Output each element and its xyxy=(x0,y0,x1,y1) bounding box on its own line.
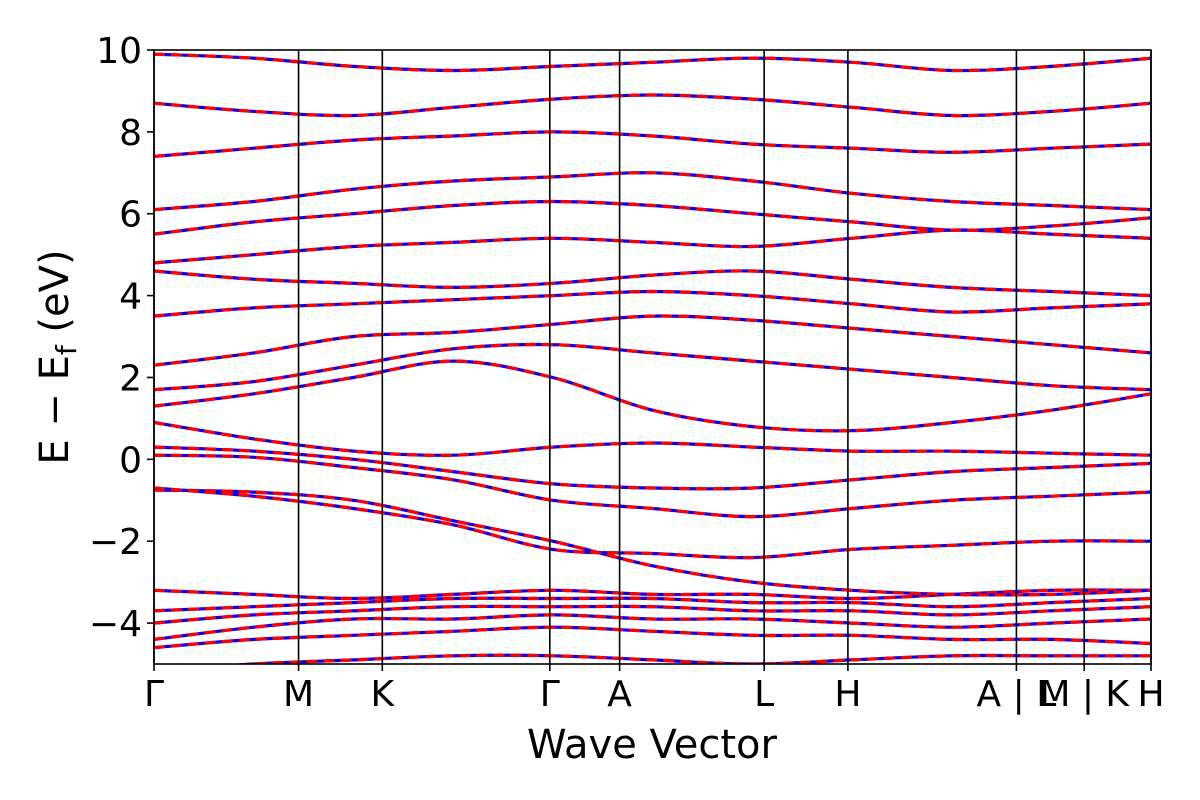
kpoint-dividers xyxy=(153,50,1152,664)
x-tick-label: K xyxy=(371,674,396,715)
band-line-overlay xyxy=(230,653,1151,664)
x-tick-label: H xyxy=(834,674,861,715)
band-line-overlay xyxy=(154,604,1151,625)
band-line-overlay xyxy=(154,453,1151,519)
band-line-overlay xyxy=(154,314,1151,367)
band-line-overlay xyxy=(154,130,1151,158)
band-line-overlay xyxy=(154,596,1151,613)
band-line-overlay xyxy=(154,486,1151,560)
band-line-overlay xyxy=(154,269,1151,298)
y-tick-label: −4 xyxy=(89,604,142,645)
bands-group xyxy=(154,52,1151,664)
x-tick-label: H xyxy=(1137,674,1164,715)
band-line-overlay xyxy=(154,445,1151,491)
y-tick-label: 4 xyxy=(119,277,142,318)
band-line-overlay xyxy=(154,342,1151,392)
band-line-overlay xyxy=(154,93,1151,118)
band-line-overlay xyxy=(154,359,1151,433)
x-tick-label: Γ xyxy=(540,674,560,715)
x-tick-label: M xyxy=(283,674,314,715)
band-line-overlay xyxy=(154,613,1151,641)
y-axis-label-subscript: f xyxy=(50,344,83,355)
y-tick-label: 10 xyxy=(96,31,142,72)
band-line-overlay xyxy=(154,488,1151,597)
band-line-overlay xyxy=(154,199,1151,236)
y-tick-label: −2 xyxy=(89,522,142,563)
y-axis-label-main: E − E xyxy=(32,355,78,465)
y-axis-ticks: 10 8 6 4 2 0 −2 −4 xyxy=(89,31,154,645)
x-tick-label: L xyxy=(754,674,774,715)
y-tick-label: 0 xyxy=(119,440,142,481)
band-line-overlay xyxy=(154,171,1151,212)
y-axis-label: E − Ef (eV) xyxy=(32,249,83,464)
band-line-overlay xyxy=(154,52,1151,73)
y-tick-label: 6 xyxy=(119,195,142,236)
x-tick-label: M | K xyxy=(1039,674,1130,715)
x-tick-label: A xyxy=(607,674,632,715)
y-tick-label: 8 xyxy=(119,113,142,154)
x-tick-label: A | L xyxy=(977,674,1057,715)
x-axis-label: Wave Vector xyxy=(527,722,778,768)
y-tick-label: 2 xyxy=(119,358,142,399)
band-line-overlay xyxy=(154,588,1151,601)
band-line-overlay xyxy=(154,420,1151,457)
x-tick-label: Γ xyxy=(144,674,164,715)
band-line-overlay xyxy=(154,289,1151,318)
band-line-overlay xyxy=(154,625,1151,650)
y-axis-label-unit: (eV) xyxy=(32,249,78,345)
plot-frame xyxy=(153,49,1152,665)
